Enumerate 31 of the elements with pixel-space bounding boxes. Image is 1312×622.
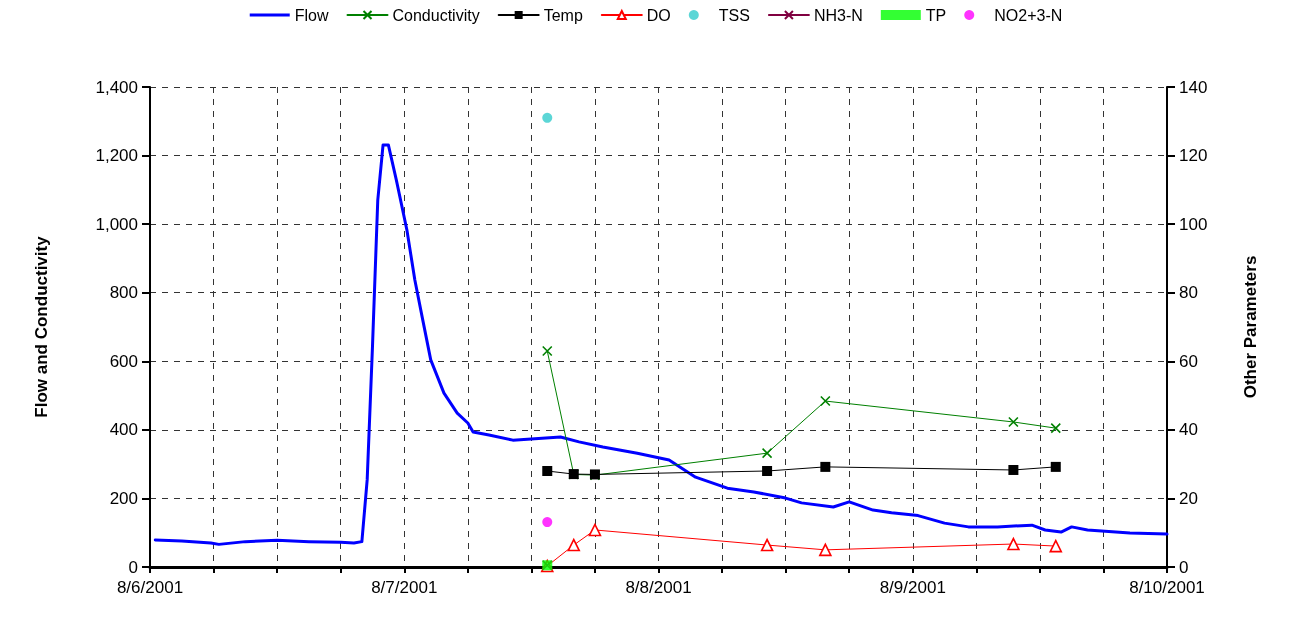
- y-tick-label: 0: [128, 557, 138, 577]
- y2-tick-label: 80: [1179, 283, 1198, 303]
- y-tick-label: 1,200: [95, 146, 138, 166]
- x-tick-label: 8/9/2001: [879, 578, 946, 597]
- legend-label: NH3-N: [813, 6, 863, 24]
- legend-label: Temp: [543, 6, 583, 24]
- y2-axis-title: Other Parameters: [1241, 255, 1260, 399]
- legend-label: NO2+3-N: [994, 6, 1063, 24]
- y2-tick-label: 120: [1179, 146, 1208, 166]
- x-tick-label: 8/7/2001: [371, 578, 438, 597]
- y2-tick-label: 100: [1179, 214, 1208, 234]
- x-tick-label: 8/8/2001: [625, 578, 692, 597]
- legend-label: TSS: [718, 6, 750, 24]
- x-tick-label: 8/10/2001: [1129, 578, 1205, 597]
- y2-tick-label: 40: [1179, 420, 1198, 440]
- y-tick-label: 1,000: [95, 214, 138, 234]
- y2-tick-label: 60: [1179, 351, 1198, 371]
- y-tick-label: 1,400: [95, 77, 138, 97]
- legend-label: Conductivity: [392, 6, 480, 24]
- y2-tick-label: 140: [1179, 77, 1208, 97]
- legend-label: Flow: [294, 6, 329, 24]
- y-tick-label: 600: [109, 351, 138, 371]
- y-axis-title: Flow and Conductivity: [32, 235, 51, 418]
- y-tick-label: 800: [109, 283, 138, 303]
- y-tick-label: 200: [109, 488, 138, 508]
- y2-tick-label: 20: [1179, 488, 1198, 508]
- legend-label: DO: [646, 6, 671, 24]
- y2-tick-label: 0: [1179, 557, 1189, 577]
- x-tick-label: 8/6/2001: [116, 578, 184, 597]
- legend-label: TP: [925, 6, 947, 24]
- y-tick-label: 400: [109, 420, 138, 440]
